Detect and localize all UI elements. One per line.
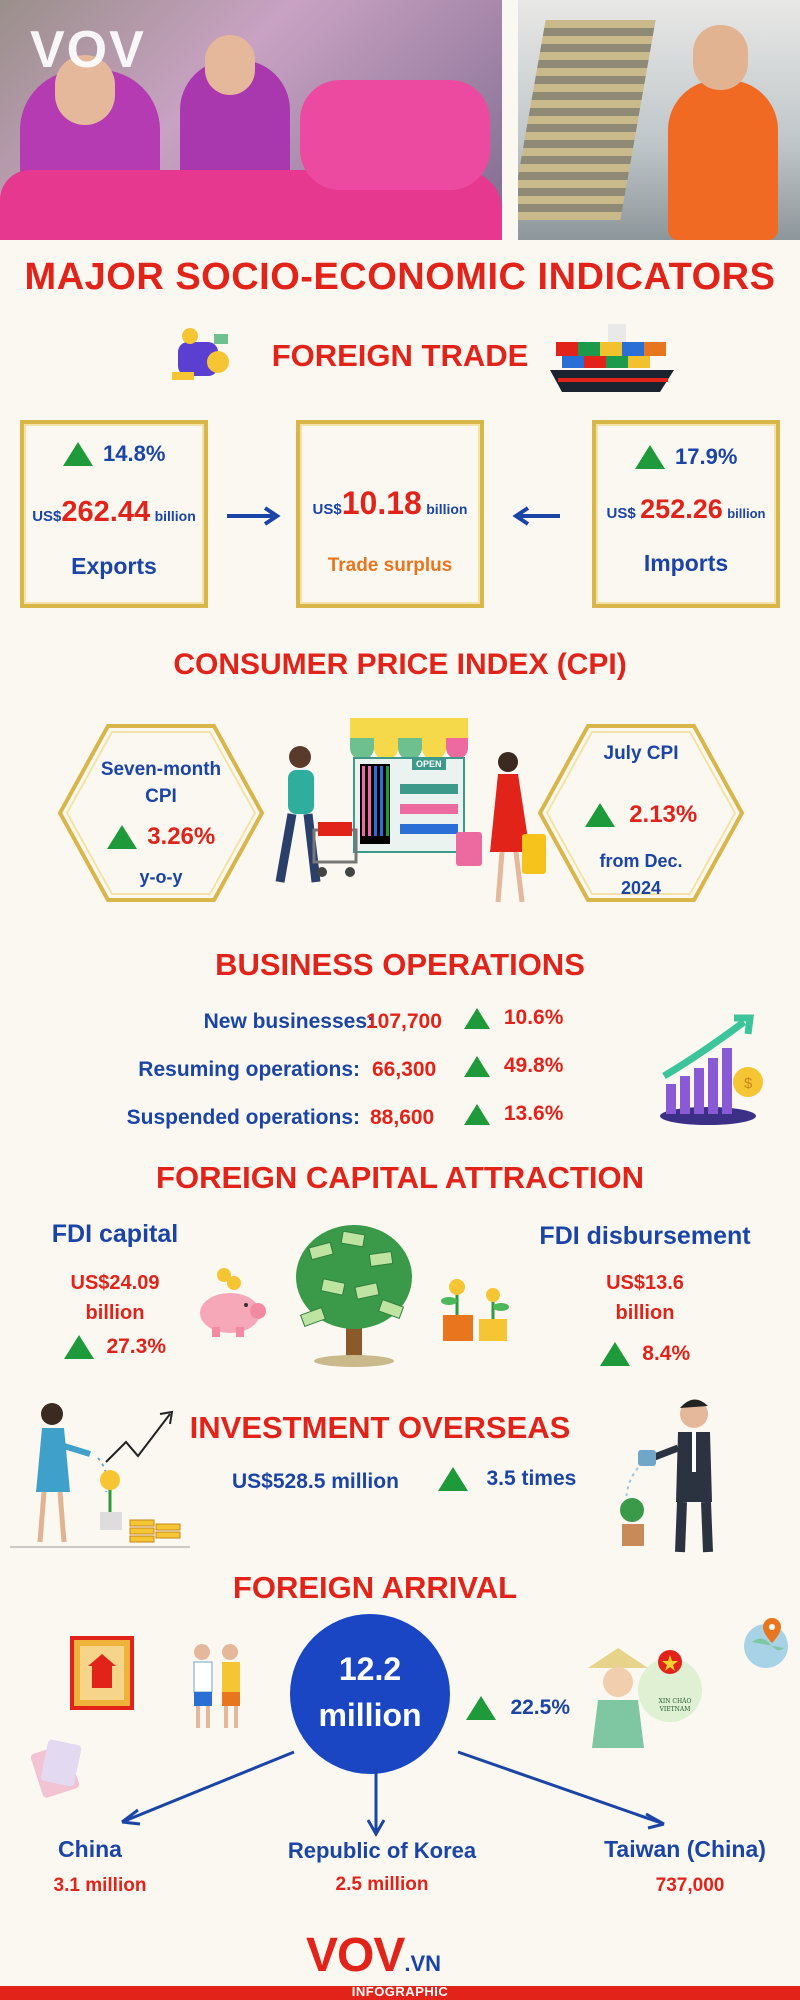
overseas-value: US$528.5 million	[232, 1470, 399, 1493]
total-arrivals-circle	[290, 1614, 450, 1774]
market-korea-name: Republic of Korea	[287, 1838, 477, 1863]
business-row-change: 49.8%	[464, 1054, 563, 1078]
exports-amount: US$262.44 billion	[32, 496, 196, 528]
fabric-pile	[300, 80, 490, 190]
fdi-capital-change: 27.3%	[40, 1335, 190, 1359]
up-arrow-icon	[464, 1007, 490, 1029]
trade-surplus-card	[296, 420, 484, 608]
surplus-label: Trade surplus	[327, 555, 453, 576]
worker-figure	[668, 80, 778, 240]
shop-open-sign: OPEN	[412, 758, 446, 770]
header-photo-right	[518, 0, 800, 240]
piggy-bank-icon	[190, 1265, 270, 1340]
postcard-icon	[70, 1636, 134, 1710]
arrival-change: 22.5%	[466, 1696, 570, 1720]
tourists-icon	[184, 1640, 250, 1732]
shopping-illustration	[250, 712, 550, 912]
market-korea-value: 2.5 million	[335, 1874, 429, 1895]
businessman-illustration	[612, 1392, 732, 1562]
seven-month-cpi-suffix: y-o-y	[139, 867, 183, 887]
vov-watermark-logo: VOV	[30, 21, 146, 79]
market-taiwan-name: Taiwan (China)	[604, 1836, 766, 1862]
imports-amount: US$ 252.26 billion	[606, 494, 766, 524]
up-arrow-icon	[466, 1696, 496, 1720]
imports-change: 17.9%	[592, 444, 780, 470]
cpi-title: CONSUMER PRICE INDEX (CPI)	[173, 648, 627, 681]
business-row: Resuming operations:	[138, 1058, 360, 1081]
imports-card	[592, 420, 780, 608]
globe-pin-icon	[740, 1614, 792, 1670]
fdi-disbursement-change: 8.4%	[570, 1342, 720, 1366]
business-title: BUSINESS OPERATIONS	[215, 947, 585, 982]
july-cpi-change: 2.13%	[536, 801, 746, 829]
fdi-capital-label: FDI capital	[51, 1220, 179, 1248]
market-taiwan-value: 737,000	[655, 1875, 725, 1896]
foreign-trade-title: FOREIGN TRADE	[271, 338, 529, 373]
surplus-amount: US$10.18 billion	[312, 485, 468, 521]
july-cpi-suffix: from Dec. 2024	[599, 851, 683, 898]
business-row-change: 10.6%	[464, 1006, 563, 1030]
seven-month-cpi-change: 3.26%	[56, 823, 266, 851]
up-arrow-icon	[438, 1467, 468, 1491]
plant-growth-icon	[435, 1275, 517, 1347]
business-row-value: 66,300	[372, 1058, 437, 1081]
imports-label: Imports	[643, 550, 729, 576]
business-row-change: 13.6%	[464, 1102, 563, 1126]
july-cpi-hexagon	[536, 722, 746, 904]
up-arrow-icon	[599, 1342, 630, 1366]
market-china-name: China	[58, 1836, 122, 1862]
arrival-title: FOREIGN ARRIVAL	[232, 1570, 518, 1605]
business-row: Suspended operations:	[126, 1106, 360, 1129]
exports-change: 14.8%	[20, 441, 208, 467]
worker-face	[693, 25, 748, 90]
fdi-title: FOREIGN CAPITAL ATTRACTION	[156, 1160, 644, 1195]
exports-label: Exports	[71, 553, 157, 579]
seven-month-cpi-hexagon	[56, 722, 266, 904]
overseas-change: 3.5 times	[438, 1467, 576, 1491]
business-row-value: 107,700	[366, 1010, 442, 1033]
header-photo-left: VOV	[0, 0, 502, 240]
growth-chart-icon: $	[658, 1012, 768, 1128]
up-arrow-icon	[634, 445, 665, 469]
money-bag-icon	[168, 322, 238, 388]
market-china-value: 3.1 million	[53, 1875, 147, 1896]
up-arrow-icon	[464, 1103, 490, 1125]
business-row: New businesses:	[203, 1010, 374, 1033]
footer-logo-main: VOV	[306, 1929, 405, 1982]
footer-logo-suffix: .VN	[404, 1951, 442, 1976]
svg-text:$: $	[744, 1075, 753, 1092]
total-arrivals-value: 12.2 million	[318, 1651, 422, 1733]
vietnamese-girl-illustration	[578, 1640, 708, 1750]
seven-month-cpi-label: Seven-month CPI	[100, 759, 222, 807]
arrow-right-icon	[225, 505, 281, 532]
worker-face	[205, 35, 255, 95]
cargo-ship-icon	[548, 318, 676, 400]
fdi-capital-value: US$24.09 billion	[70, 1272, 160, 1324]
passport-icon	[28, 1738, 86, 1802]
arrival-arrows	[0, 1740, 800, 1840]
up-arrow-icon	[584, 803, 615, 827]
up-arrow-icon	[106, 825, 137, 849]
july-cpi-label: July CPI	[603, 743, 679, 764]
worker-face	[55, 55, 115, 125]
exports-card	[20, 420, 208, 608]
footer-tag: INFOGRAPHIC	[351, 1984, 449, 1999]
footer-bar	[0, 1986, 800, 2000]
overseas-title: INVESTMENT OVERSEAS	[189, 1410, 571, 1445]
business-row-value: 88,600	[370, 1106, 435, 1129]
main-title: MAJOR SOCIO-ECONOMIC INDICATORS	[24, 256, 776, 298]
up-arrow-icon	[464, 1055, 490, 1077]
up-arrow-icon	[62, 442, 93, 466]
investor-woman-illustration	[10, 1392, 190, 1557]
fdi-disbursement-label: FDI disbursement	[539, 1222, 751, 1250]
fdi-disbursement-value: US$13.6 billion	[606, 1272, 684, 1324]
money-tree-icon	[290, 1215, 418, 1370]
up-arrow-icon	[64, 1335, 94, 1359]
footer-logo: VOV.VN	[306, 1928, 506, 1984]
factory-line	[518, 20, 656, 220]
greeting-text: XIN CHÀO VIETNAM	[658, 1698, 692, 1713]
arrow-left-icon	[512, 505, 562, 532]
